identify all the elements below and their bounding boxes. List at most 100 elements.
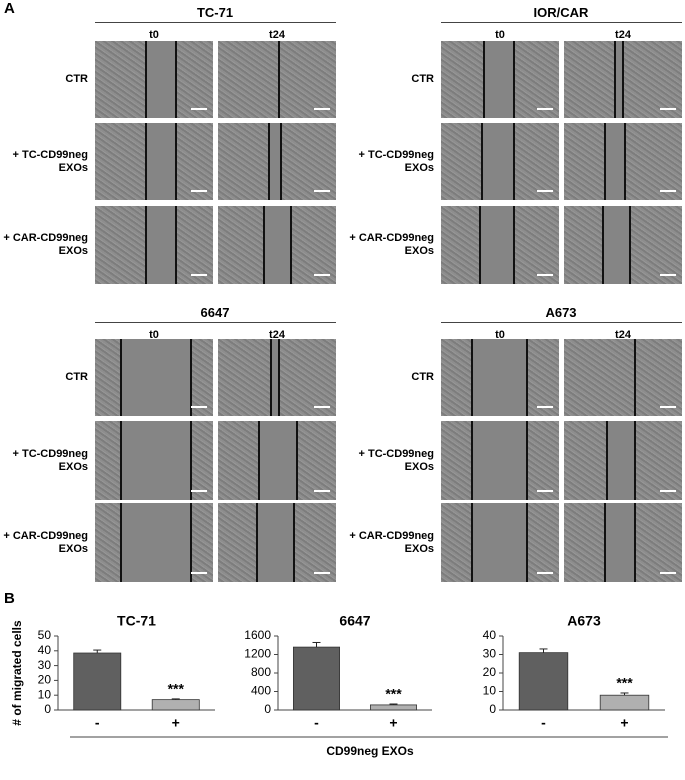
wound-edge <box>120 339 122 416</box>
row-label: CTR <box>65 73 88 85</box>
scale-bar <box>537 406 553 408</box>
y-tick-label: 20 <box>483 665 497 679</box>
micrograph <box>564 206 682 284</box>
wound-edge <box>120 421 122 500</box>
wound-edge <box>190 339 192 416</box>
wound-area <box>471 339 526 416</box>
wound-edge <box>190 503 192 582</box>
micrograph <box>441 339 559 416</box>
micrograph <box>95 206 213 284</box>
column-label: t0 <box>149 29 159 41</box>
significance: *** <box>616 675 633 691</box>
wound-edge <box>479 206 481 284</box>
x-tick-label: - <box>95 715 100 731</box>
row-label: + TC-CD99neg EXOs <box>12 447 89 473</box>
block-title: IOR/CAR <box>533 5 589 20</box>
micrograph <box>564 41 682 118</box>
wound-edge <box>175 206 177 284</box>
wound-area <box>270 339 278 416</box>
wound-edge <box>258 421 260 500</box>
column-label: t24 <box>269 329 285 341</box>
wound-edge <box>629 206 631 284</box>
wound-area <box>256 503 293 582</box>
wound-area <box>268 123 280 200</box>
block-rule <box>95 322 336 323</box>
y-tick-label: 800 <box>251 665 271 679</box>
row-label: + CAR-CD99neg EXOs <box>349 529 434 555</box>
x-tick-label: + <box>620 715 628 731</box>
wound-area <box>471 503 526 582</box>
wound-edge <box>526 339 528 416</box>
wound-edge <box>278 339 280 416</box>
wound-edge <box>604 123 606 200</box>
micrograph <box>95 503 213 582</box>
chart-title: 6647 <box>339 613 370 629</box>
micrograph <box>564 123 682 200</box>
y-tick-label: 30 <box>483 647 497 661</box>
wound-area <box>258 421 296 500</box>
block-rule <box>441 22 682 23</box>
wound-edge <box>145 123 147 200</box>
wound-area <box>263 206 290 284</box>
y-tick-label: 0 <box>264 702 271 716</box>
scale-bar <box>191 572 207 574</box>
y-tick-label: 0 <box>489 702 496 716</box>
micrograph <box>95 421 213 500</box>
block-rule <box>441 322 682 323</box>
y-tick-label: 1200 <box>244 647 271 661</box>
significance: *** <box>385 686 402 702</box>
column-label: t24 <box>615 329 631 341</box>
wound-edge <box>604 503 606 582</box>
wound-edge <box>120 503 122 582</box>
wound-area <box>120 421 190 500</box>
y-tick-label: 20 <box>38 673 52 687</box>
wound-edge <box>634 503 636 582</box>
wound-edge <box>471 421 473 500</box>
wound-edge <box>513 41 515 118</box>
wound-area <box>145 206 175 284</box>
scale-bar <box>537 490 553 492</box>
y-tick-label: 0 <box>44 702 51 716</box>
row-label: + TC-CD99neg EXOs <box>12 148 89 174</box>
wound-edge <box>175 123 177 200</box>
scale-bar <box>537 274 553 276</box>
scale-bar <box>660 274 676 276</box>
bar <box>151 699 200 711</box>
y-tick-label: 1600 <box>244 628 271 642</box>
micrograph <box>95 41 213 118</box>
block-title: A673 <box>545 305 577 320</box>
wound-area <box>602 206 629 284</box>
bar <box>73 652 122 711</box>
wound-area <box>606 421 634 500</box>
y-axis-label: # of migrated cells <box>10 620 24 726</box>
wound-area <box>483 41 513 118</box>
wound-area <box>145 123 175 200</box>
wound-edge <box>280 123 282 200</box>
wound-edge <box>634 421 636 500</box>
y-tick-label: 40 <box>38 643 52 657</box>
block-title: TC-71 <box>196 5 234 20</box>
y-tick-label: 10 <box>38 687 52 701</box>
row-label: + TC-CD99neg EXOs <box>358 447 435 473</box>
wound-area <box>120 503 190 582</box>
scale-bar <box>191 406 207 408</box>
column-label: t24 <box>615 29 631 41</box>
wound-area <box>479 206 513 284</box>
wound-edge <box>622 41 624 118</box>
row-label: + CAR-CD99neg EXOs <box>3 232 88 257</box>
row-label: CTR <box>411 73 434 85</box>
scale-bar <box>314 406 330 408</box>
micrograph <box>218 503 336 582</box>
bar <box>599 694 650 711</box>
scale-bar <box>314 572 330 574</box>
wound-edge <box>483 41 485 118</box>
micrograph <box>564 503 682 582</box>
micrograph <box>441 421 559 500</box>
micrograph <box>218 206 336 284</box>
wound-area <box>604 503 634 582</box>
scale-bar <box>191 108 207 110</box>
micrograph <box>441 41 559 118</box>
row-label: CTR <box>65 371 88 383</box>
scale-bar <box>314 274 330 276</box>
scale-bar <box>537 572 553 574</box>
